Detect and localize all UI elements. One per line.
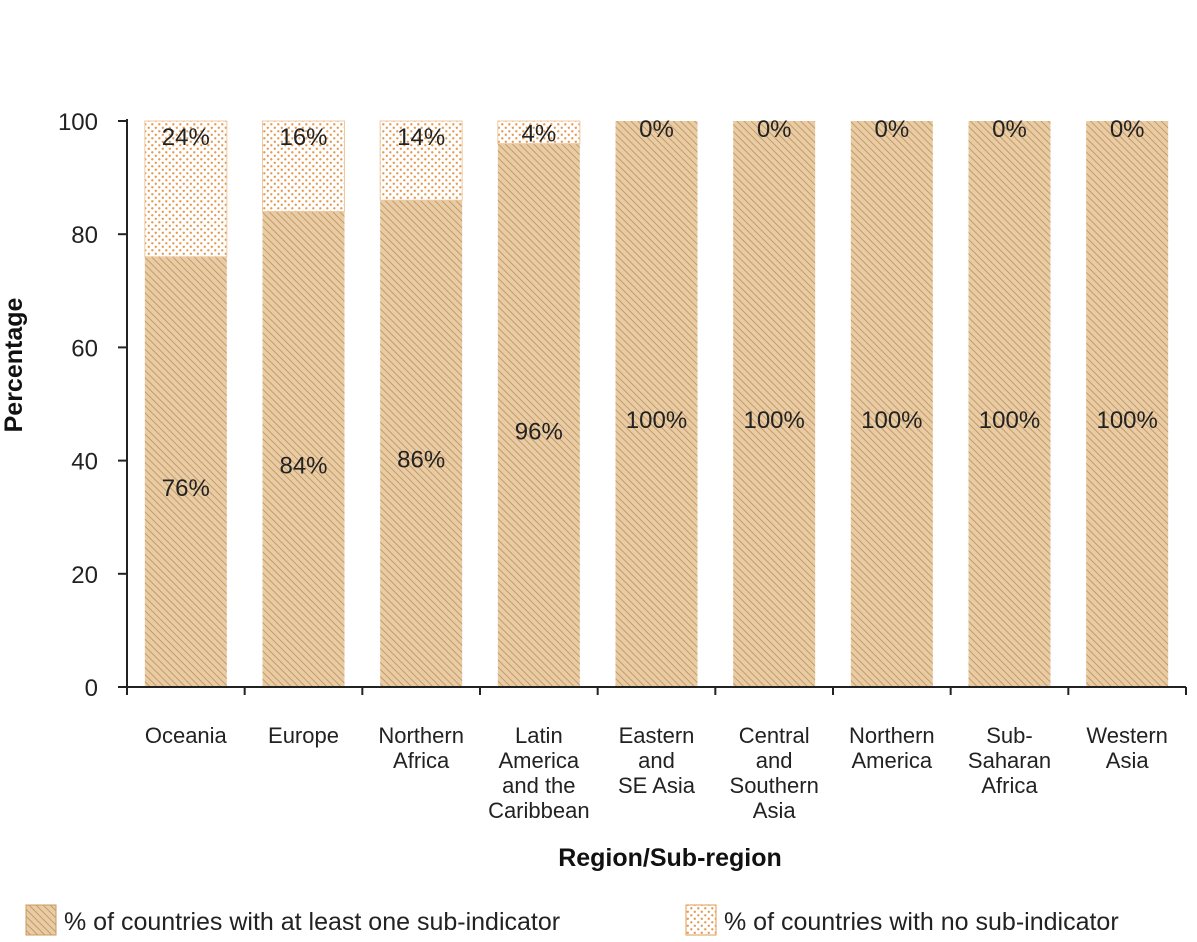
bar-at-least-one [144,256,227,687]
legend-swatch-hatch [25,904,57,936]
bar-at-least-one [380,200,463,688]
legend: % of countries with at least one sub-ind… [25,904,1119,936]
data-label-at-least-one: 100% [743,407,804,434]
data-label-at-least-one: 86% [397,447,445,474]
data-label-at-least-one: 96% [515,418,563,445]
y-axis-title: Percentage [0,298,28,433]
data-label-at-least-one: 76% [162,475,210,502]
category-label: Asia [1106,748,1150,773]
category-label: Latin [515,723,563,748]
data-label-no-sub-indicator: 16% [279,124,327,151]
legend-swatch-dots [685,904,717,936]
category-label: Southern [730,773,819,798]
category-label: Caribbean [488,798,590,823]
category-label: Northern [849,723,935,748]
category-label: Asia [753,798,797,823]
y-tick-label: 20 [71,562,98,589]
data-label-at-least-one: 84% [279,452,327,479]
data-label-no-sub-indicator: 0% [757,116,792,143]
category-label: SE Asia [618,773,696,798]
legend-label-at-least-one: % of countries with at least one sub-ind… [64,908,560,936]
category-label: Eastern [619,723,695,748]
y-tick-label: 60 [71,335,98,362]
bar-no-sub-indicator [379,120,463,201]
bar-no-sub-indicator [262,120,345,213]
category-label: America [851,748,932,773]
category-label: and [756,748,793,773]
data-label-no-sub-indicator: 0% [1110,116,1145,143]
x-axis-title: Region/Sub-region [558,844,782,872]
axes-layer: 0 20 40 60 80 100 [58,109,1187,702]
data-label-at-least-one: 100% [626,407,687,434]
bar-at-least-one [262,211,345,687]
category-label: Europe [268,723,339,748]
legend-label-no-sub-indicator: % of countries with no sub-indicator [724,908,1119,936]
data-label-no-sub-indicator: 0% [992,116,1027,143]
y-tick-label: 80 [71,222,98,249]
data-label-no-sub-indicator: 0% [874,116,909,143]
category-label: Oceania [145,723,228,748]
category-label: Northern [378,723,464,748]
bar-at-least-one [733,121,816,687]
bar-no-sub-indicator [144,120,228,258]
y-tick-label: 40 [71,449,98,476]
bar-at-least-one [1086,121,1169,687]
data-label-no-sub-indicator: 14% [397,124,445,151]
bars-layer [144,120,1169,688]
category-labels-layer: Oceania Europe NorthernAfricaLatinAmericaa… [145,723,1168,823]
bar-at-least-one [615,121,698,687]
category-label: America [498,748,579,773]
data-label-no-sub-indicator: 0% [639,116,674,143]
data-labels-layer: 76% 24% 84% 16% 86% 14% 96% 4% 100% 0% 100% 0% 100% 0… [162,116,1158,502]
category-label: Sub- [986,723,1032,748]
category-label: Africa [393,748,450,773]
y-tick-label: 100 [58,109,98,136]
bar-at-least-one [850,121,933,687]
data-label-at-least-one: 100% [979,407,1040,434]
category-label: and the [502,773,575,798]
category-label: Western [1086,723,1168,748]
bar-no-sub-indicator [497,120,581,145]
data-label-at-least-one: 100% [861,407,922,434]
bar-at-least-one [497,143,580,687]
data-label-no-sub-indicator: 4% [521,120,556,147]
data-label-at-least-one: 100% [1096,407,1157,434]
category-label: Central [739,723,810,748]
category-label: Africa [981,773,1038,798]
data-label-no-sub-indicator: 24% [162,124,210,151]
category-label: Saharan [968,748,1051,773]
y-tick-label: 0 [85,675,98,702]
bar-at-least-one [968,121,1051,687]
category-label: and [638,748,675,773]
